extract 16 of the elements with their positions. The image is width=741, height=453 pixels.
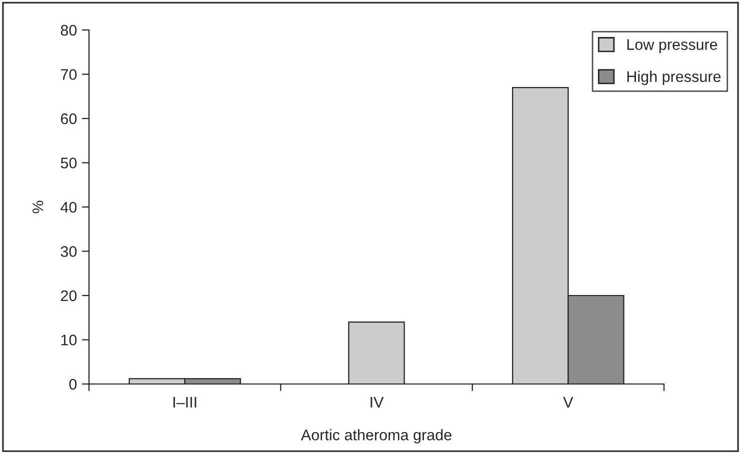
y-tick-label: 30 bbox=[60, 246, 77, 257]
y-tick-label: 20 bbox=[60, 290, 77, 302]
y-axis-title: % bbox=[32, 200, 44, 214]
y-tick-label: 80 bbox=[60, 24, 77, 36]
y-tick-label: 60 bbox=[60, 113, 77, 124]
y-tick-label: 70 bbox=[60, 69, 77, 80]
legend-label: High pressure bbox=[627, 70, 721, 86]
y-tick-label: 50 bbox=[60, 158, 77, 168]
x-axis-title: Aortic atheroma grade bbox=[300, 429, 452, 444]
x-tick-label: I–III bbox=[174, 396, 196, 408]
legend-label: Low pressure bbox=[627, 39, 718, 53]
x-tick-label: V bbox=[563, 396, 574, 408]
x-tick-label: IV bbox=[370, 396, 384, 408]
y-tick-label: 10 bbox=[61, 334, 77, 346]
y-tick-label: 0 bbox=[69, 378, 77, 390]
y-tick-label: 40 bbox=[60, 202, 77, 213]
